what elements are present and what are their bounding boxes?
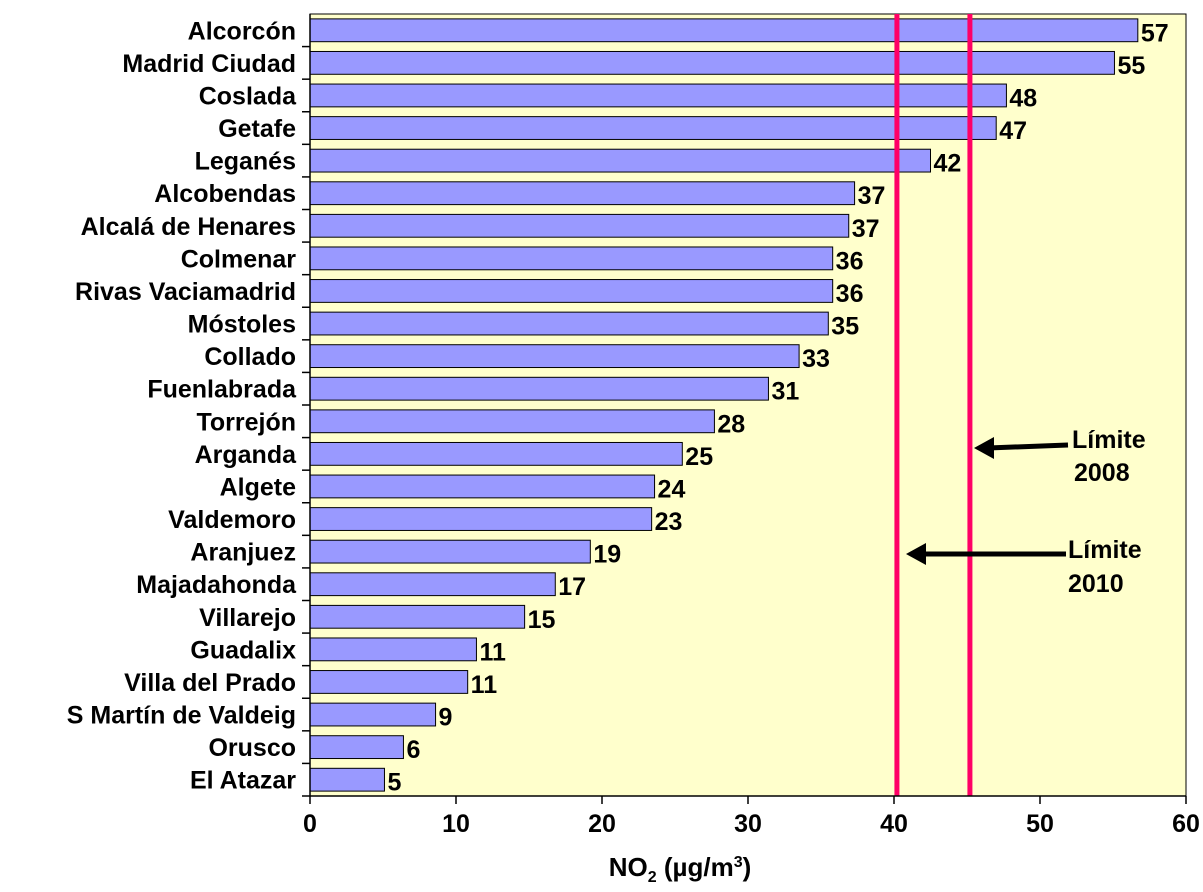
annotation-limite-2010: Límite 2010 — [906, 536, 1142, 598]
category-label: Guadalix — [190, 636, 296, 664]
category-label: Orusco — [208, 734, 296, 762]
limite-2010-line1: Límite — [1068, 536, 1142, 564]
reference-lines — [894, 14, 973, 796]
category-label: Coslada — [199, 82, 297, 110]
x-ticks: 0 10 20 30 40 50 60 — [303, 796, 1200, 838]
value-label: 6 — [406, 736, 420, 764]
category-label: Torrejón — [196, 408, 296, 436]
bar — [309, 83, 1007, 108]
bar — [309, 702, 437, 727]
x-tick-label: 20 — [588, 810, 616, 838]
bar — [309, 670, 469, 694]
value-label: 9 — [439, 704, 453, 732]
bar — [309, 767, 385, 792]
arrow-left-icon — [974, 437, 994, 459]
category-label: Alcobendas — [154, 180, 296, 208]
y-ticks — [302, 45, 310, 797]
value-label: 11 — [479, 638, 506, 666]
bar — [309, 572, 556, 597]
x-tick-label: 60 — [1172, 810, 1200, 838]
bar — [309, 18, 1139, 43]
bar — [309, 344, 800, 369]
category-label: El Atazar — [190, 767, 296, 795]
value-label: 57 — [1141, 19, 1169, 47]
limite-2010-line2: 2010 — [1068, 570, 1124, 598]
value-label: 23 — [655, 508, 683, 536]
arrow-left-icon — [906, 543, 926, 565]
value-label: 47 — [999, 117, 1027, 145]
x-tick-label: 40 — [880, 810, 908, 838]
annotation-limite-2008: Límite 2008 — [974, 426, 1146, 487]
value-label: 17 — [558, 573, 586, 601]
category-label: Getafe — [218, 115, 296, 143]
category-label: Majadahonda — [136, 571, 297, 599]
x-tick-label: 30 — [734, 810, 762, 838]
bar — [309, 116, 997, 140]
limite-2008-line2: 2008 — [1074, 459, 1130, 487]
category-label: Arganda — [195, 441, 298, 469]
category-labels: Alcorcón Madrid Ciudad Coslada Getafe Legané… — [67, 17, 297, 794]
category-label: Colmenar — [181, 245, 297, 273]
category-label: Valdemoro — [168, 506, 296, 534]
category-label: Algete — [220, 473, 297, 501]
category-label: Móstoles — [188, 311, 296, 339]
value-label: 37 — [858, 182, 886, 210]
value-label: 37 — [852, 215, 880, 243]
value-label: 31 — [771, 378, 799, 406]
category-label: Villa del Prado — [124, 669, 296, 697]
category-label: Alcorcón — [188, 17, 296, 45]
category-label: Alcalá de Henares — [81, 213, 296, 241]
value-label: 42 — [934, 150, 962, 178]
bar — [309, 213, 850, 238]
x-tick-label: 0 — [303, 810, 317, 838]
x-tick-label: 10 — [442, 810, 470, 838]
bar — [309, 311, 829, 336]
value-label: 36 — [836, 280, 864, 308]
category-label: Aranjuez — [190, 539, 296, 567]
bars-group — [309, 18, 1139, 792]
bar — [309, 539, 591, 564]
value-label: 11 — [471, 671, 498, 699]
category-label: S Martín de Valdeig — [67, 702, 296, 730]
bar — [309, 604, 526, 629]
value-label: 35 — [831, 313, 859, 341]
value-label: 36 — [836, 247, 864, 275]
bar — [309, 148, 931, 173]
bar — [309, 507, 653, 531]
bar — [309, 376, 769, 401]
bar — [309, 474, 656, 499]
value-label: 55 — [1117, 52, 1145, 80]
category-label: Madrid Ciudad — [122, 50, 296, 78]
x-tick-label: 50 — [1026, 810, 1054, 838]
category-label: Leganés — [195, 148, 296, 176]
x-axis-label: NO2 (µg/m3) — [609, 852, 752, 886]
value-label: 19 — [593, 541, 621, 569]
bar — [309, 50, 1115, 75]
category-label: Rivas Vaciamadrid — [75, 278, 296, 306]
category-label: Fuenlabrada — [147, 376, 297, 404]
bar — [309, 181, 856, 206]
bar — [309, 441, 683, 466]
value-label: 25 — [685, 443, 713, 471]
value-label: 28 — [717, 410, 745, 438]
bar — [309, 279, 834, 303]
category-label: Villarejo — [199, 604, 296, 632]
limite-2008-line1: Límite — [1072, 426, 1146, 454]
value-label: 33 — [802, 345, 830, 373]
plot-area — [309, 13, 1187, 797]
bar — [309, 409, 715, 434]
value-label: 48 — [1009, 84, 1037, 112]
bar — [309, 637, 477, 662]
value-label: 15 — [528, 606, 556, 634]
bar — [309, 735, 404, 760]
value-label: 5 — [387, 769, 401, 797]
category-label: Collado — [204, 343, 296, 371]
value-label: 24 — [658, 475, 686, 503]
bar — [309, 246, 834, 271]
